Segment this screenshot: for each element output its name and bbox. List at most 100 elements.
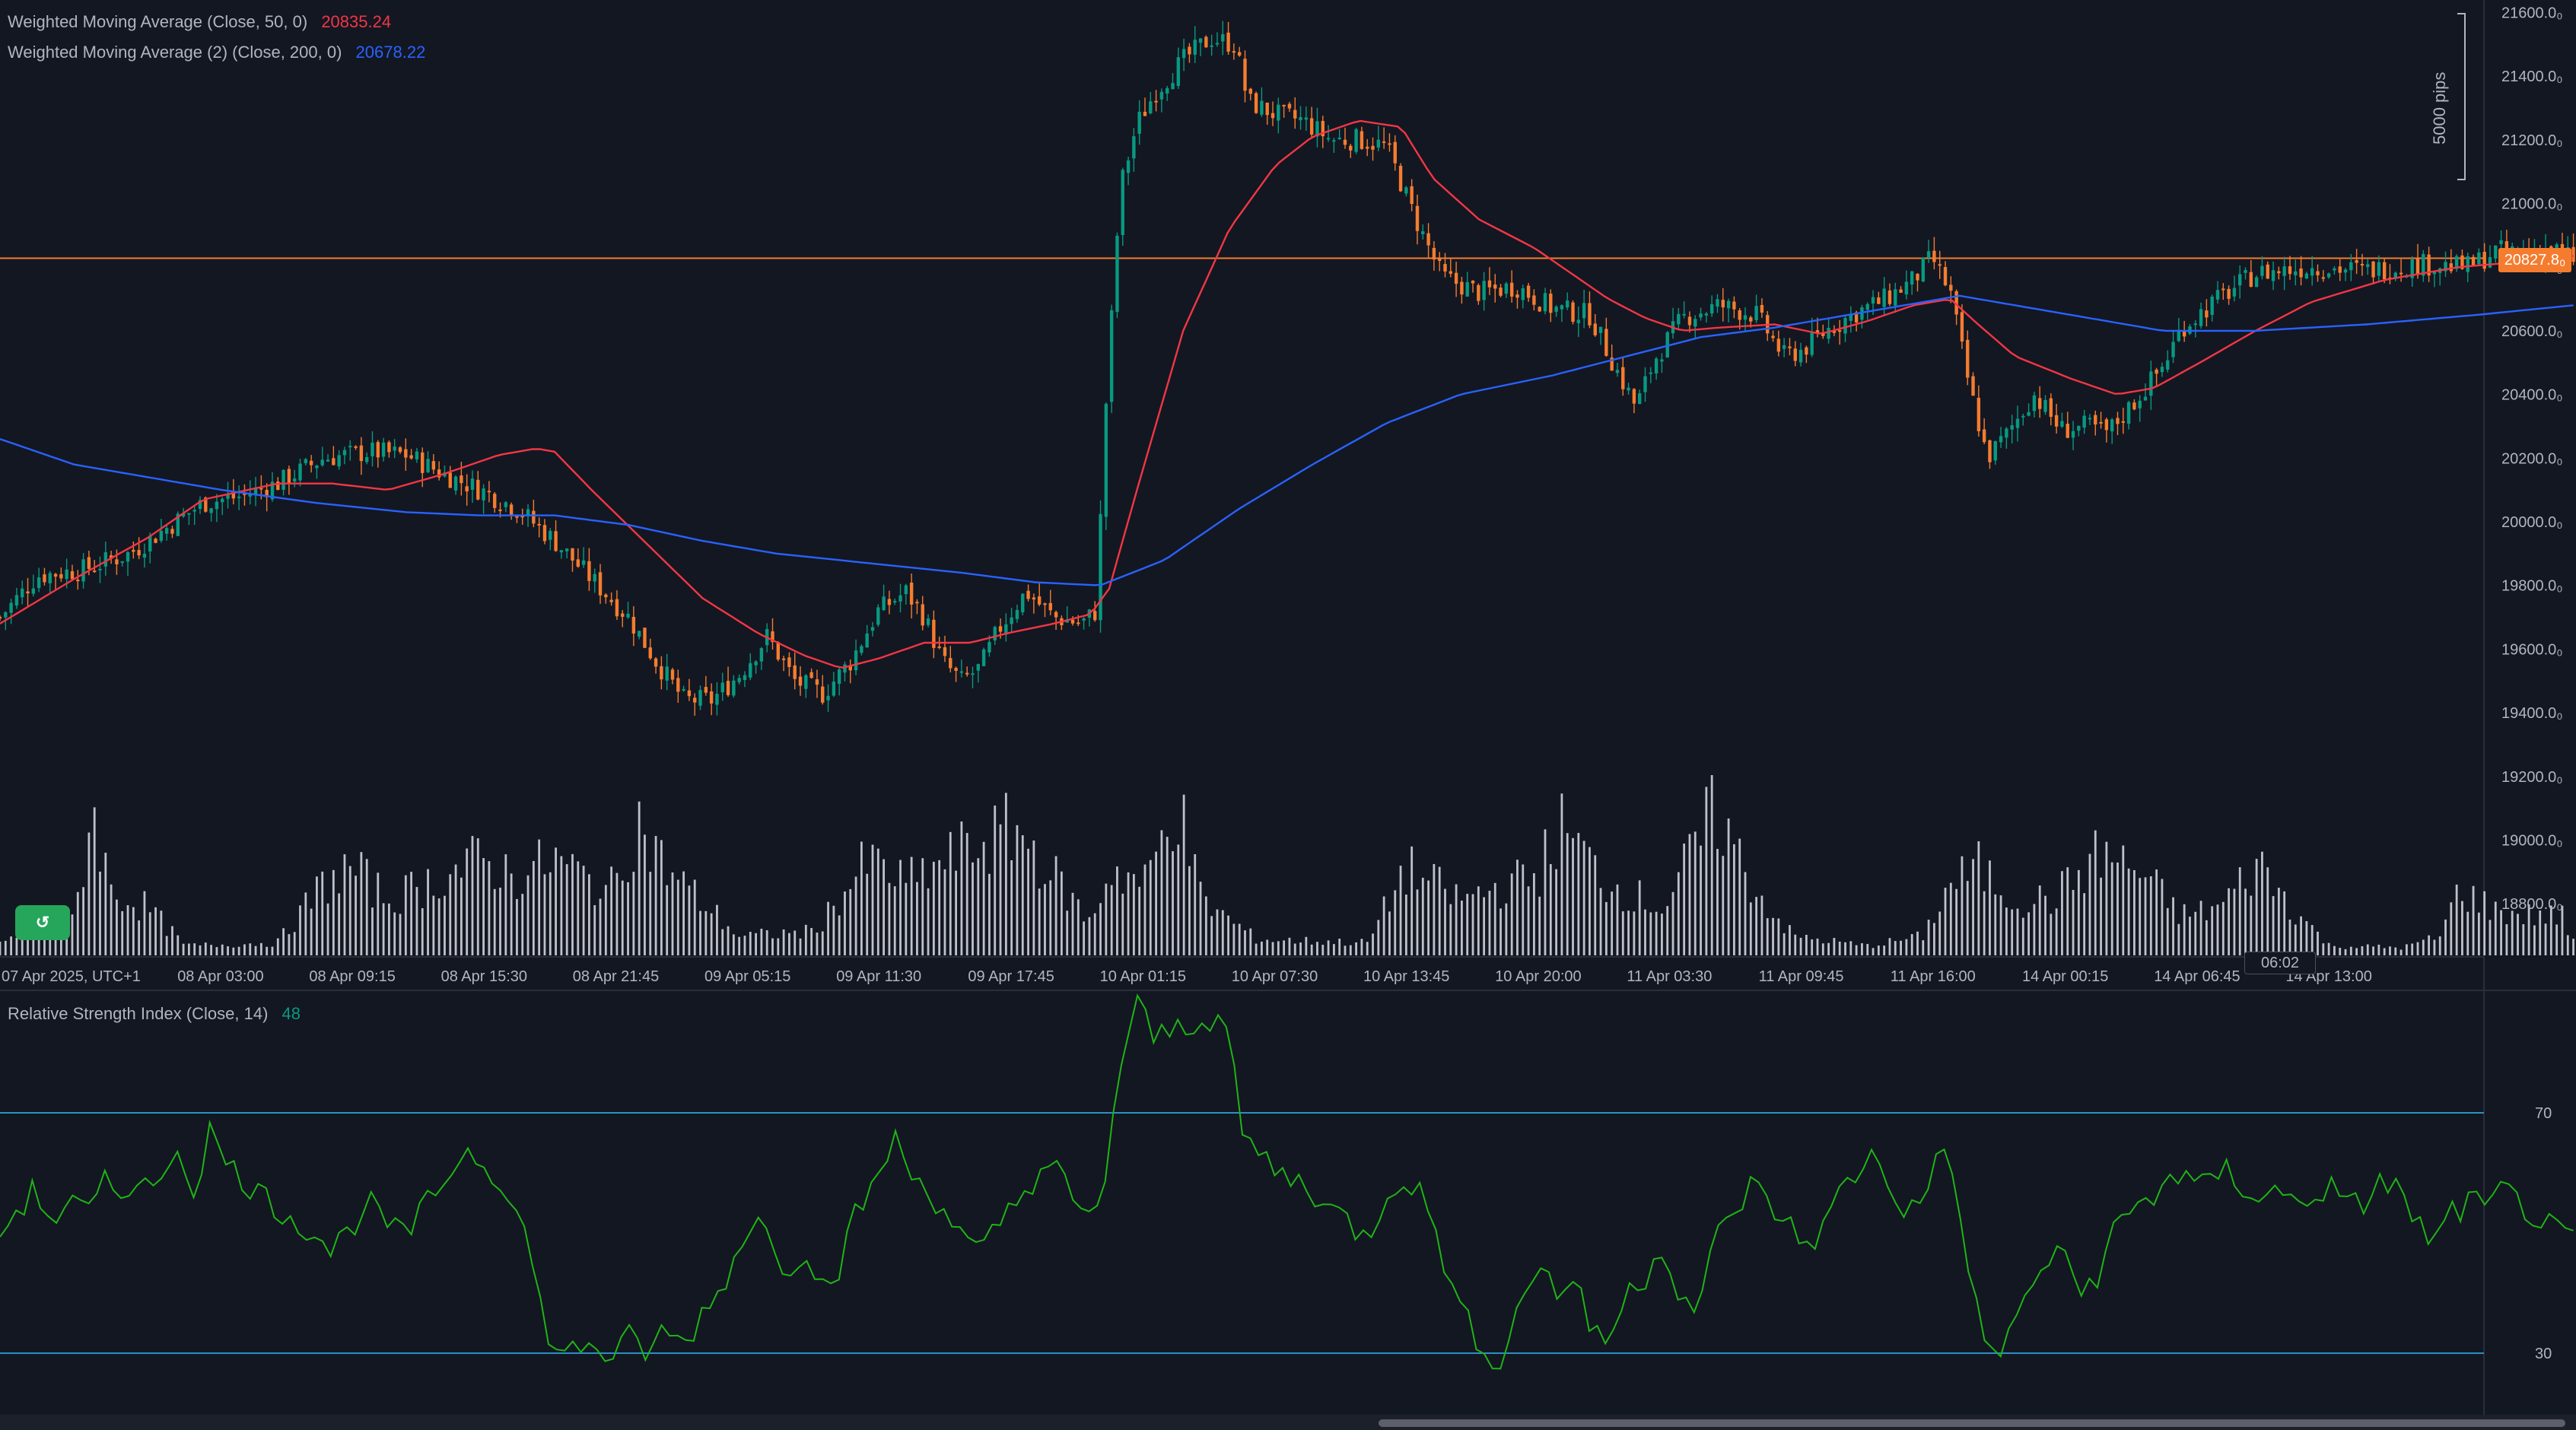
candle-body (2288, 266, 2292, 275)
volume-bar (2261, 851, 2263, 955)
candle-up (1849, 306, 1853, 333)
candle-up (1221, 21, 1225, 56)
candle-body (1815, 330, 1820, 334)
candle-down (542, 519, 547, 545)
candle-body (870, 627, 875, 631)
volume-bar (360, 852, 363, 955)
candle-body (876, 607, 880, 625)
candle-body (2282, 266, 2286, 276)
candle-down (1604, 317, 1608, 357)
candle-body (342, 450, 347, 456)
candle-down (1032, 593, 1036, 614)
volume-bar (1004, 793, 1007, 955)
candle-up (453, 475, 458, 495)
candle-body (2454, 256, 2459, 269)
candle-body (2038, 398, 2042, 409)
candle-down (1371, 137, 1375, 161)
volume-bar (204, 942, 207, 955)
candle-up (337, 450, 341, 470)
candle-body (682, 688, 685, 691)
volume-bar (988, 873, 991, 955)
candle-body (154, 539, 157, 543)
candle-down (537, 517, 541, 538)
replay-icon[interactable]: ↺ (15, 905, 70, 940)
candle-body (26, 591, 30, 594)
candle-body (1415, 205, 1420, 231)
candle-body (2149, 371, 2153, 396)
volume-bar (827, 901, 829, 955)
volume-bar (1821, 943, 1824, 955)
candle-body (1966, 339, 1970, 378)
candle-body (1398, 165, 1403, 192)
volume-bar (910, 856, 913, 955)
volume-bar (2472, 885, 2475, 955)
volume-bar (1538, 896, 1541, 955)
wma200-legend[interactable]: Weighted Moving Average (2) (Close, 200,… (8, 43, 425, 62)
candle-up (637, 631, 641, 640)
candle-down (1982, 418, 1986, 445)
candle-down (1382, 127, 1386, 149)
rsi-legend[interactable]: Relative Strength Index (Close, 14) 48 (8, 1004, 301, 1024)
candle-up (215, 494, 219, 523)
volume-bar (1833, 938, 1836, 955)
candle-down (554, 520, 558, 552)
candle-body (2499, 240, 2503, 245)
candle-body (1093, 611, 1097, 621)
volume-bar (2149, 876, 2152, 955)
candle-body (781, 658, 786, 660)
candle-down (1487, 267, 1492, 295)
volume-bar (227, 946, 229, 955)
volume-bar (2061, 871, 2063, 955)
candle-body (981, 649, 986, 666)
candle-body (1760, 304, 1764, 313)
volume-bar (2394, 947, 2397, 955)
volume-bar (1877, 945, 1880, 955)
scrollbar-thumb[interactable] (1379, 1419, 2565, 1427)
candle-body (1159, 91, 1164, 100)
time-tick-label: 14 Apr 00:15 (2022, 968, 2108, 985)
wma200-legend-label: Weighted Moving Average (2) (Close, 200,… (8, 43, 342, 62)
candle-body (1287, 103, 1292, 109)
volume-bar (1883, 945, 1886, 955)
candle-body (2082, 415, 2086, 428)
candle-body (654, 658, 658, 667)
candle-body (609, 599, 613, 602)
candle-body (437, 469, 441, 478)
candle-body (1326, 138, 1331, 140)
candle-up (882, 584, 886, 612)
candle-body (1277, 104, 1280, 121)
volume-bar (2127, 868, 2130, 955)
candle-down (615, 589, 619, 620)
wma50-legend-label: Weighted Moving Average (Close, 50, 0) (8, 12, 308, 31)
candle-down (2054, 403, 2059, 434)
volume-bar (415, 887, 418, 955)
candle-down (2104, 417, 2109, 443)
candle-body (665, 666, 669, 681)
candle-body (1749, 317, 1753, 322)
candle-body (809, 672, 813, 678)
candle-up (298, 459, 302, 487)
candle-body (1504, 283, 1509, 294)
wma50-legend[interactable]: Weighted Moving Average (Close, 50, 0) 2… (8, 12, 391, 32)
candle-up (315, 464, 319, 479)
volume-bar (1088, 917, 1091, 955)
volume-bar (526, 875, 530, 955)
candle-up (1566, 292, 1569, 310)
volume-bar (2055, 908, 2058, 955)
candle-down (648, 638, 652, 660)
candle-down (676, 669, 680, 703)
candle-body (787, 657, 791, 667)
volume-bar (2183, 904, 2186, 955)
volume-bar (310, 908, 313, 955)
volume-bar (2050, 914, 2053, 955)
volume-bar (427, 869, 429, 955)
volume-bar (1288, 937, 1291, 955)
candle-body (1993, 441, 1997, 461)
candle-down (1237, 46, 1242, 57)
volume-bar (2255, 859, 2258, 955)
candle-body (132, 549, 135, 552)
candle-down (660, 656, 663, 690)
volume-bar (493, 888, 496, 955)
